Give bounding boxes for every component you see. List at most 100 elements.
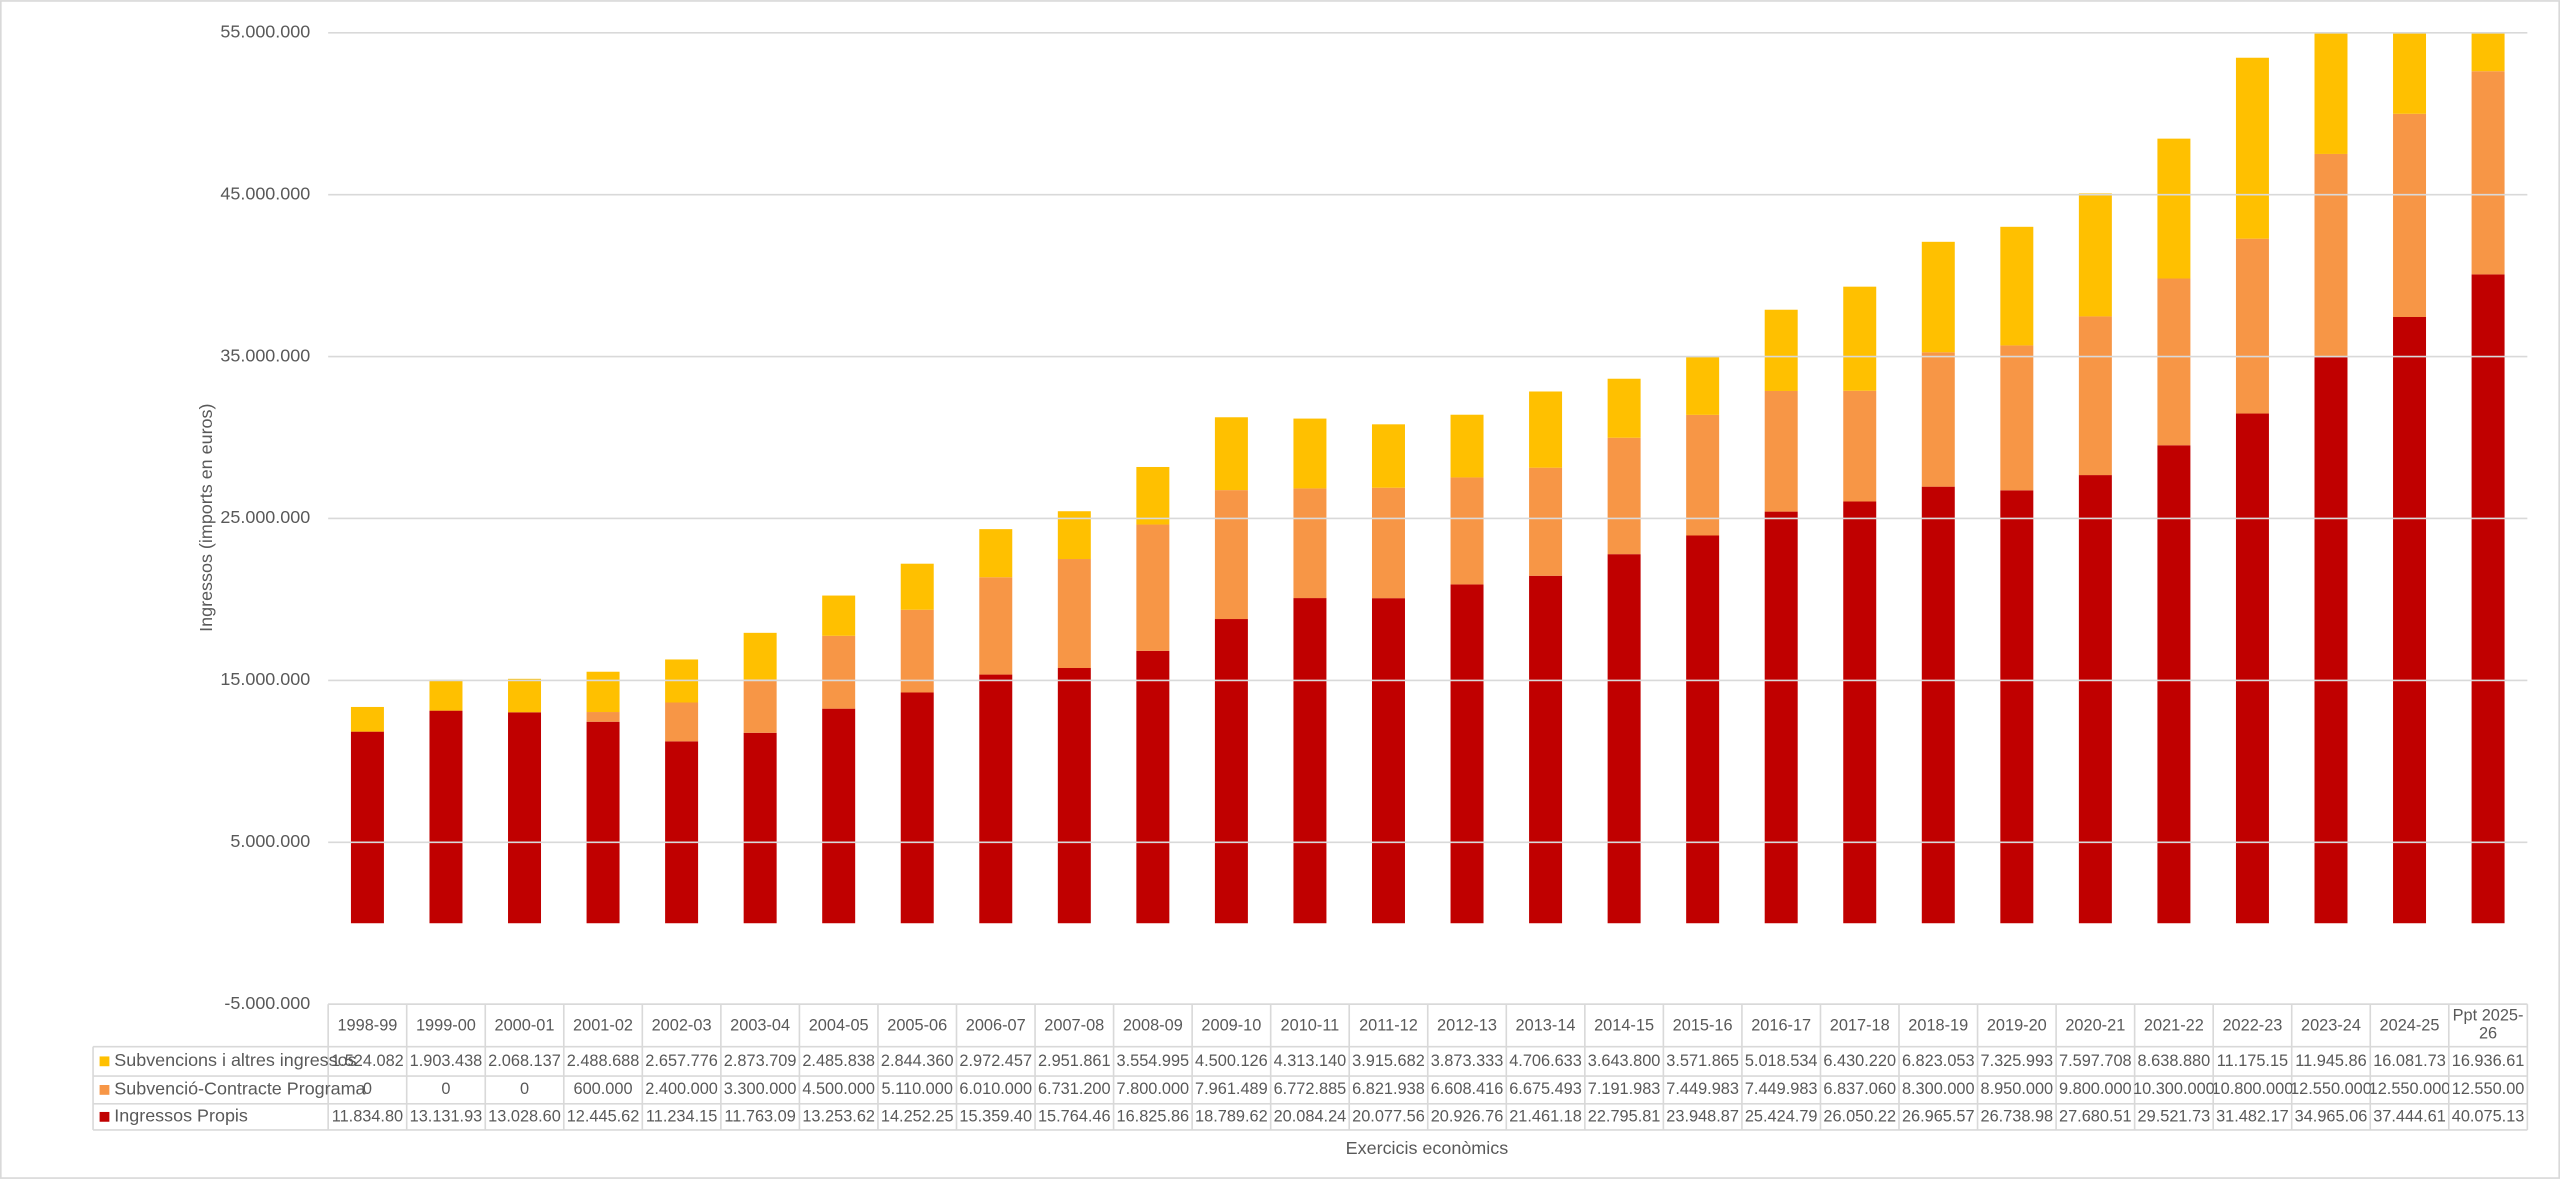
table-value: 15.764.46 <box>1037 1107 1111 1126</box>
table-value: 37.444.61 <box>2373 1107 2446 1126</box>
bar-segment <box>665 741 699 924</box>
table-value: 10.300.000 <box>2134 1080 2214 1099</box>
x-tick-label: 2023-24 <box>2300 1016 2361 1035</box>
x-tick-label-box: 2000-01 <box>494 1016 555 1035</box>
x-tick-label-box: 2024-25 <box>2380 1016 2440 1034</box>
bar-segment <box>1764 390 1798 512</box>
table-value: 1.524.082 <box>331 1052 404 1071</box>
x-tick-label: 2004-05 <box>808 1016 869 1035</box>
x-tick-label: 1998-99 <box>337 1016 398 1035</box>
bar-segment <box>586 712 620 722</box>
legend-label: Subvenció-Contracte Programa <box>114 1079 365 1099</box>
table-value: 5.018.534 <box>1744 1052 1818 1071</box>
table-value-box: 6.731.200 <box>1037 1080 1111 1099</box>
table-value: 12.550.000 <box>2291 1080 2371 1099</box>
bar-segment <box>900 563 934 610</box>
table-value-box: 14.252.25 <box>881 1108 954 1126</box>
bar-segment <box>2314 32 2348 154</box>
table-value-box: 2.873.709 <box>723 1052 797 1071</box>
x-tick-label-box: 2009-10 <box>1201 1016 1262 1035</box>
x-tick-label-box: 2004-05 <box>808 1016 869 1035</box>
table-value-box: 11.234.15 <box>646 1108 717 1126</box>
table-value-box: 11.834.80 <box>332 1108 403 1126</box>
x-tick-label: 2009-10 <box>1201 1016 1262 1035</box>
table-value-box: 9.800.000 <box>2059 1081 2132 1099</box>
table-value-box: 2.485.838 <box>802 1052 875 1071</box>
bar-segment <box>2000 345 2034 491</box>
table-value-box: 13.131.93 <box>410 1108 483 1126</box>
table-value: 3.300.000 <box>723 1080 797 1099</box>
table-value: 2.485.838 <box>802 1052 875 1071</box>
table-value-box: 20.926.76 <box>1431 1108 1504 1126</box>
table-value-box: 16.936.61 <box>2451 1052 2525 1071</box>
table-value-box: 31.482.17 <box>2216 1108 2289 1126</box>
table-value-box: 22.795.81 <box>1588 1108 1661 1126</box>
bar-segment <box>1136 524 1170 651</box>
table-value: 16.936.61 <box>2451 1052 2525 1071</box>
table-value: 6.731.200 <box>1037 1080 1111 1099</box>
y-tick-label: 15.000.000 <box>220 669 310 689</box>
table-value-box: 0 <box>441 1081 450 1099</box>
x-tick-label-box: 2007-08 <box>1044 1016 1104 1034</box>
bar-segment <box>2471 71 2505 275</box>
x-tick-label-box: 2021-22 <box>2144 1016 2204 1034</box>
bar-segment <box>2078 316 2112 476</box>
table-value-box: 13.253.62 <box>802 1108 875 1126</box>
x-tick-label: 2005-06 <box>887 1016 948 1035</box>
table-value: 2.400.000 <box>645 1080 718 1099</box>
bar-segment <box>1214 619 1248 924</box>
x-tick-label-box: 2001-02 <box>573 1016 633 1034</box>
bar-segment <box>1921 486 1955 924</box>
table-value-box: 4.500.126 <box>1195 1052 1268 1071</box>
table-value-box: 8.950.000 <box>1980 1081 2053 1099</box>
table-value: 3.571.865 <box>1666 1052 1739 1071</box>
y-tick-label: -5.000.000 <box>224 993 310 1013</box>
table-value: 8.638.880 <box>2137 1052 2211 1071</box>
table-value: 2.844.360 <box>880 1052 954 1071</box>
table-value-box: 23.948.87 <box>1666 1108 1739 1126</box>
table-value-box: 29.521.73 <box>2138 1108 2211 1126</box>
legend-label: Ingressos Propis <box>114 1106 248 1126</box>
table-value-box: 6.430.220 <box>1823 1052 1896 1070</box>
bar-segment <box>1136 650 1170 924</box>
bar-segment <box>2000 490 2034 924</box>
table-value-box: 40.075.13 <box>2452 1108 2525 1126</box>
table-value-box: 6.823.053 <box>1902 1052 1975 1070</box>
bar-segment <box>1764 309 1798 391</box>
table-value-box: 26.738.98 <box>1980 1107 2054 1126</box>
x-tick-label-box: 2020-21 <box>2065 1016 2125 1034</box>
bar-segment <box>1214 417 1248 491</box>
y-tick-label: 55.000.000 <box>220 21 310 41</box>
table-value: 11.763.09 <box>724 1107 796 1126</box>
bar-segment <box>1686 414 1720 536</box>
x-tick-label: 2000-01 <box>494 1016 555 1035</box>
bar-segment <box>2078 193 2112 317</box>
table-value: 2.873.709 <box>723 1052 797 1071</box>
x-tick-label: 2018-19 <box>1908 1016 1969 1035</box>
table-value: 4.500.126 <box>1195 1052 1268 1071</box>
bar-segment <box>822 595 856 636</box>
bar-segment <box>2314 153 2348 358</box>
bar-segment <box>1843 286 1877 391</box>
bar-segment <box>1450 414 1484 478</box>
bar-segment <box>2235 413 2269 924</box>
x-tick-label-box: 2023-24 <box>2300 1016 2361 1035</box>
bar-segment <box>508 712 542 924</box>
bar-segment <box>2078 475 2112 924</box>
table-value: 4.706.633 <box>1509 1052 1582 1071</box>
x-tick-label: 2006-07 <box>965 1016 1026 1035</box>
table-value-box: 12.550.000 <box>2291 1080 2371 1099</box>
table-value: 12.550.00 <box>2451 1080 2525 1099</box>
x-tick-label: 2017-18 <box>1829 1016 1890 1035</box>
bar-segment <box>1607 437 1641 555</box>
table-value-box: 10.300.000 <box>2134 1080 2214 1099</box>
bar-segment <box>2393 316 2427 924</box>
x-tick-label: 2016-17 <box>1751 1016 1812 1035</box>
bar-segment <box>2000 226 2034 346</box>
table-value: 26.738.98 <box>1980 1107 2054 1126</box>
table-value: 15.359.40 <box>959 1107 1033 1126</box>
bar-segment <box>743 732 777 924</box>
table-value-box: 15.359.40 <box>959 1107 1033 1126</box>
bar-segment <box>1607 378 1641 438</box>
